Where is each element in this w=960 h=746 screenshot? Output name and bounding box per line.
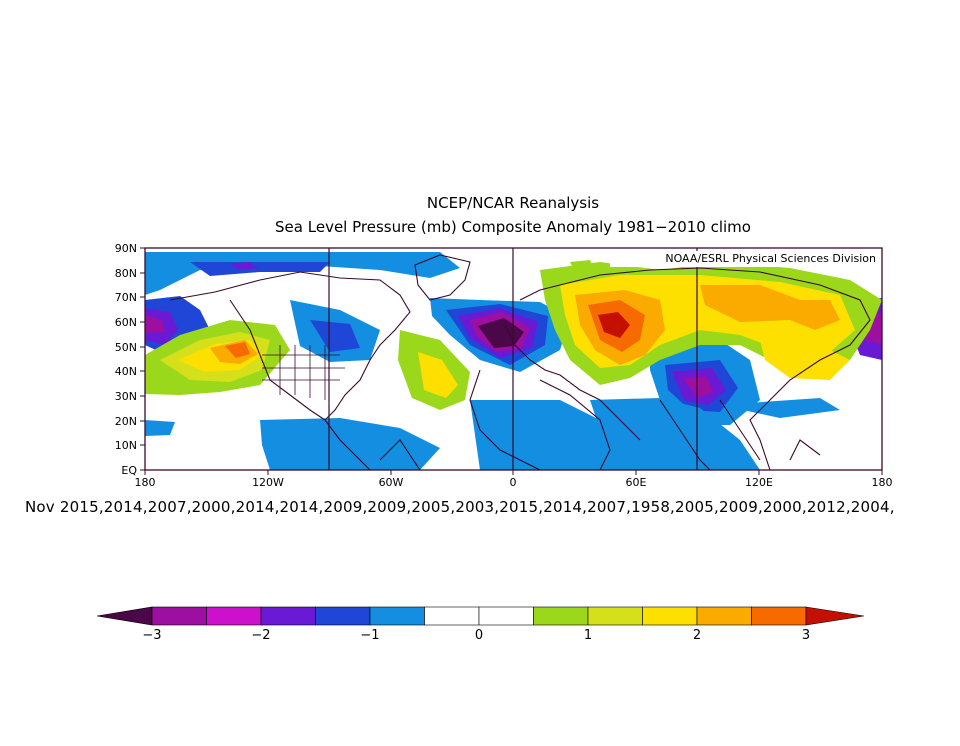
lon-label: 0 <box>509 476 517 489</box>
colorbar-tick-label: 0 <box>474 628 484 643</box>
lon-label: 120W <box>252 476 284 489</box>
lat-label: 10N <box>114 439 137 452</box>
colorbar-tick-label: 2 <box>692 628 702 643</box>
colorbar-cell <box>642 606 698 626</box>
colorbar-cell <box>424 606 480 626</box>
lat-label: EQ <box>121 464 137 477</box>
colorbar-cell <box>587 606 643 626</box>
lon-label: 60W <box>378 476 404 489</box>
colorbar-cell <box>151 606 207 626</box>
colorbar-tick-label: 3 <box>801 628 811 643</box>
lat-label: 30N <box>114 390 137 403</box>
colorbar-tick-label: −3 <box>142 628 162 643</box>
lon-label: 180 <box>134 476 156 489</box>
colorbar-cell <box>478 606 534 626</box>
colorbar-cell <box>751 606 807 626</box>
lat-label: 80N <box>114 267 137 280</box>
lat-label: 20N <box>114 415 137 428</box>
composite-years-caption: Nov 2015,2014,2007,2000,2014,2014,2009,2… <box>25 498 895 516</box>
lon-label: 120E <box>745 476 773 489</box>
credit-label: NOAA/ESRL Physical Sciences Division <box>610 251 880 267</box>
colorbar-cell <box>206 606 262 626</box>
colorbar-max-arrow <box>805 606 865 626</box>
lat-label: 40N <box>114 365 137 378</box>
colorbar-tick-label: −2 <box>251 628 271 643</box>
colorbar <box>96 606 865 626</box>
lat-label: 60N <box>114 316 137 329</box>
colorbar-min-arrow <box>96 606 153 626</box>
colorbar-tick-label: 1 <box>583 628 593 643</box>
lon-label: 60E <box>625 476 647 489</box>
colorbar-cell <box>260 606 316 626</box>
colorbar-cell <box>696 606 752 626</box>
lat-label: 70N <box>114 291 137 304</box>
colorbar-tick-label: −1 <box>360 628 380 643</box>
lat-label: 50N <box>114 341 137 354</box>
lat-label: 90N <box>114 242 137 255</box>
colorbar-cell <box>369 606 425 626</box>
colorbar-cell <box>315 606 371 626</box>
state-borders <box>262 345 345 400</box>
lon-label: 180 <box>871 476 893 489</box>
coastlines <box>169 254 871 470</box>
chart-title-line1: NCEP/NCAR Reanalysis <box>426 194 600 212</box>
axis-ticks <box>140 247 883 475</box>
meridian-lines <box>328 248 698 470</box>
chart-title-line2: Sea Level Pressure (mb) Composite Anomal… <box>275 218 751 236</box>
colorbar-cell <box>533 606 589 626</box>
